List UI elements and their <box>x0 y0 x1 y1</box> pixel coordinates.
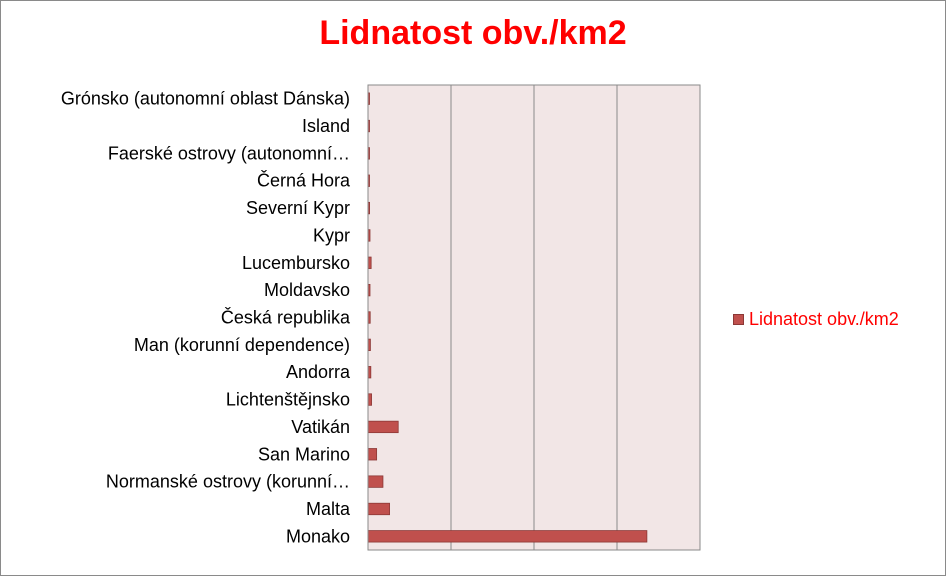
bar <box>367 502 390 516</box>
bar <box>367 448 378 461</box>
bar <box>367 420 399 434</box>
category-label: Lichtenštějnsko <box>226 390 350 410</box>
category-label: Andorra <box>286 362 351 382</box>
category-label: Vatikán <box>291 417 350 437</box>
category-label: Faerské ostrovy (autonomní… <box>108 143 350 163</box>
category-label: Česká republika <box>221 307 351 328</box>
legend-label: Lidnatost obv./km2 <box>749 309 899 329</box>
legend: Lidnatost obv./km2 <box>733 309 899 330</box>
bar <box>367 530 648 543</box>
category-label: Severní Kypr <box>246 198 350 218</box>
category-label: Normanské ostrovy (korunní… <box>106 472 350 492</box>
category-label: Malta <box>306 499 351 519</box>
bar <box>367 475 384 488</box>
category-label: Island <box>302 116 350 136</box>
category-label: Grónsko (autonomní oblast Dánska) <box>61 89 350 109</box>
category-label: Černá Hora <box>257 170 351 191</box>
category-label: Lucembursko <box>242 253 350 273</box>
category-label: Moldavsko <box>264 280 350 300</box>
category-label: Monako <box>286 526 350 546</box>
legend-swatch <box>733 314 744 325</box>
category-label: San Marino <box>258 444 350 464</box>
chart-title: Lidnatost obv./km2 <box>319 14 627 52</box>
bar <box>367 393 372 406</box>
category-label: Man (korunní dependence) <box>134 335 350 355</box>
category-label: Kypr <box>313 225 350 245</box>
